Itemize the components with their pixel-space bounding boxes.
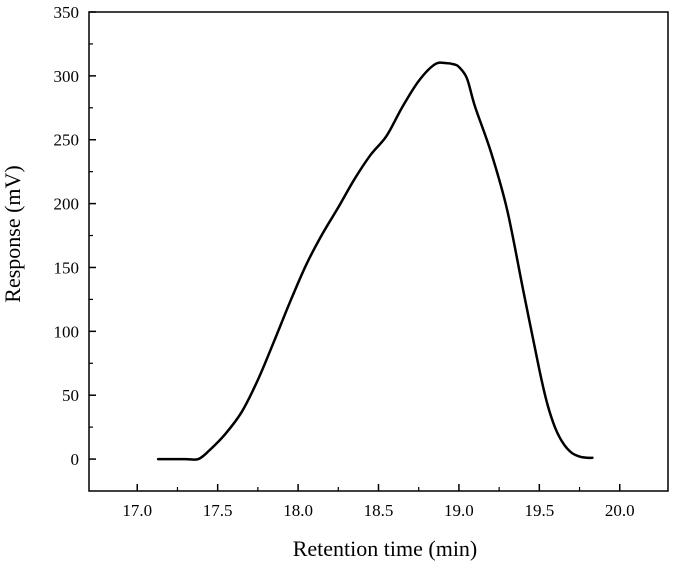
x-tick-label: 17.0 bbox=[122, 501, 152, 520]
x-tick-label: 19.0 bbox=[444, 501, 474, 520]
x-tick-label: 17.5 bbox=[203, 501, 233, 520]
x-tick-label: 18.5 bbox=[364, 501, 394, 520]
y-axis-title: Response (mV) bbox=[0, 165, 25, 302]
y-tick-label: 350 bbox=[54, 3, 80, 22]
x-tick-label: 19.5 bbox=[524, 501, 554, 520]
y-tick-label: 200 bbox=[54, 195, 80, 214]
y-tick-label: 0 bbox=[71, 450, 80, 469]
y-axis-ticks: 0 50 100 150 200 250 300 350 bbox=[54, 3, 96, 469]
y-tick-label: 250 bbox=[54, 131, 80, 150]
y-tick-label: 300 bbox=[54, 67, 80, 86]
y-tick-label: 50 bbox=[62, 386, 79, 405]
x-axis-ticks: 17.0 17.5 18.0 18.5 19.0 19.5 20.0 bbox=[122, 484, 635, 520]
plot-frame bbox=[88, 11, 669, 492]
x-axis-title: Retention time (min) bbox=[293, 536, 478, 561]
x-tick-label: 18.0 bbox=[283, 501, 313, 520]
y-tick-label: 150 bbox=[54, 258, 80, 277]
y-tick-label: 100 bbox=[54, 322, 80, 341]
x-tick-label: 20.0 bbox=[605, 501, 635, 520]
series-line bbox=[156, 61, 594, 461]
